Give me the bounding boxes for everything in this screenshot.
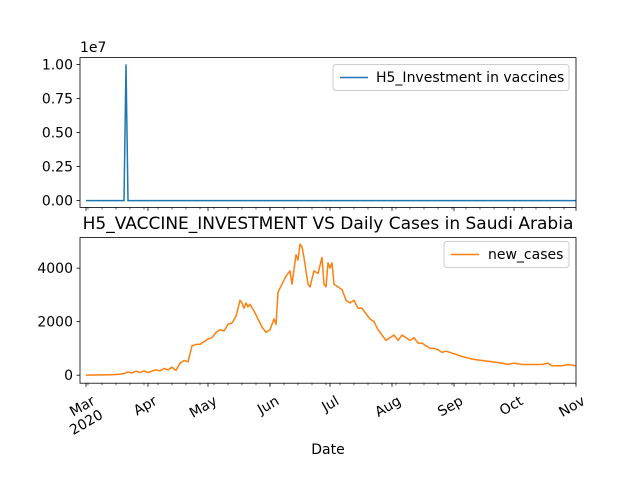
bottom-y-tick-label: 4000: [37, 261, 73, 277]
top-y-tick-label: 1.00: [42, 57, 73, 73]
x-tick-label: Jul: [318, 393, 342, 416]
bottom-axes-frame: [79, 236, 577, 384]
legend-top: H5_Investment in vaccines: [332, 64, 570, 91]
top-subplot: 0.00 0.25 0.50 0.75 1.00 1e7 H5_Investment i…: [42, 40, 577, 211]
x-axis-label: Date: [311, 442, 344, 458]
legend-top-label: H5_Investment in vaccines: [376, 70, 564, 86]
series-line-h5-investment: [86, 64, 576, 202]
legend-bottom-label: new_cases: [488, 247, 563, 263]
top-axes-frame: [79, 57, 577, 208]
x-tick-label-text: Jul: [318, 393, 342, 416]
top-y-tick-label: 0.50: [42, 126, 73, 142]
series-line-new-cases: [85, 243, 577, 376]
top-y-tick-label: 0.00: [42, 194, 73, 210]
bottom-y-axis: 0 2000 4000: [37, 261, 80, 384]
top-y-tick-label: 0.75: [42, 91, 73, 107]
top-y-axis: 0.00 0.25 0.50 0.75 1.00: [42, 57, 80, 210]
bottom-chart-title: H5_VACCINE_INVESTMENT VS Daily Cases in …: [83, 214, 574, 234]
top-offset-label: 1e7: [80, 40, 106, 56]
bottom-y-tick-label: 2000: [37, 315, 73, 331]
bottom-y-tick-label: 0: [64, 368, 73, 384]
legend-bottom: new_cases: [443, 241, 570, 268]
legend-top-box: [332, 64, 570, 91]
top-y-tick-label: 0.25: [42, 160, 73, 176]
legend-bottom-box: [443, 241, 570, 268]
